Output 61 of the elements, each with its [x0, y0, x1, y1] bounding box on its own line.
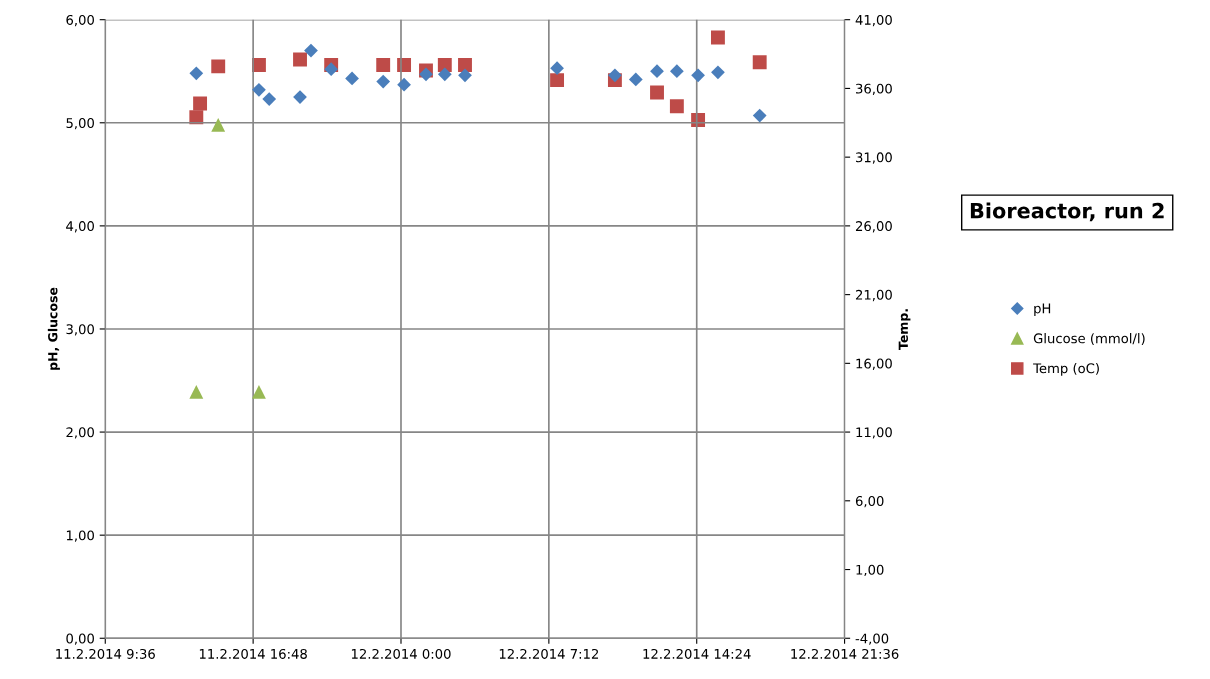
y2-tick-label: 16,00 [856, 358, 892, 370]
y2-tick-label: 11,00 [856, 427, 892, 439]
point [189, 384, 204, 399]
y-tick-label: 3,00 [66, 324, 94, 336]
x-tick-label: 12.2.2014 21:36 [791, 648, 899, 659]
point [458, 68, 472, 83]
point [376, 58, 391, 72]
x-tick-label: 11.2.2014 16:48 [199, 648, 307, 659]
y-tick-label: 6,00 [66, 14, 94, 27]
point [710, 30, 725, 45]
point [419, 67, 433, 82]
point [650, 85, 664, 100]
point [293, 52, 307, 67]
point [437, 67, 452, 82]
point [628, 72, 643, 87]
y-tick-label: 5,00 [66, 118, 94, 130]
y2-tick-label: 41,00 [855, 14, 892, 27]
y2-tick-label: -4,00 [855, 633, 889, 645]
point [189, 66, 204, 81]
point [608, 68, 622, 83]
point [550, 73, 565, 88]
point [669, 64, 684, 79]
point [691, 68, 705, 83]
y-tick-label: 0,00 [66, 633, 94, 645]
legend-label: pH [1034, 303, 1051, 316]
y-tick-label: 2,00 [66, 427, 94, 439]
point [345, 71, 359, 86]
point [193, 96, 208, 111]
point [304, 43, 318, 58]
point [752, 108, 767, 123]
y-axis-title: pH, Glucose [47, 287, 60, 370]
point [669, 99, 684, 114]
point [376, 74, 391, 89]
point [752, 55, 767, 70]
x-tick-label: 11.2.2014 9:36 [56, 648, 155, 659]
point [211, 117, 226, 132]
text: Bioreactor, run 2 [970, 202, 1164, 222]
y2-tick-label: 6,00 [855, 496, 884, 508]
legend-label: Glucose (mmol/l) [1033, 333, 1145, 345]
x-tick-label: 12.2.2014 7:12 [499, 648, 599, 659]
y2-tick-label: 26,00 [855, 221, 892, 233]
point [550, 61, 564, 76]
y2-tick-label: 36,00 [856, 83, 892, 95]
point [252, 82, 266, 97]
point [397, 77, 411, 92]
point [650, 64, 664, 79]
x-tick-label: 12.2.2014 0:00 [351, 648, 451, 659]
legend-label: Temp (oC) [1033, 363, 1099, 376]
y-tick-label: 1,00 [66, 530, 94, 542]
point [711, 65, 725, 80]
y2-tick-label: 31,00 [856, 152, 892, 164]
point [252, 384, 266, 399]
y-tick-label: 4,00 [66, 221, 94, 233]
y2-tick-label: 1,00 [856, 564, 884, 577]
point [458, 58, 472, 72]
y2-tick-label: 21,00 [855, 289, 892, 302]
point [324, 62, 339, 77]
x-tick-label: 12.2.2014 14:24 [643, 648, 751, 659]
y2-axis-title: Temp. [898, 309, 911, 350]
point [262, 92, 277, 106]
point [211, 59, 226, 74]
